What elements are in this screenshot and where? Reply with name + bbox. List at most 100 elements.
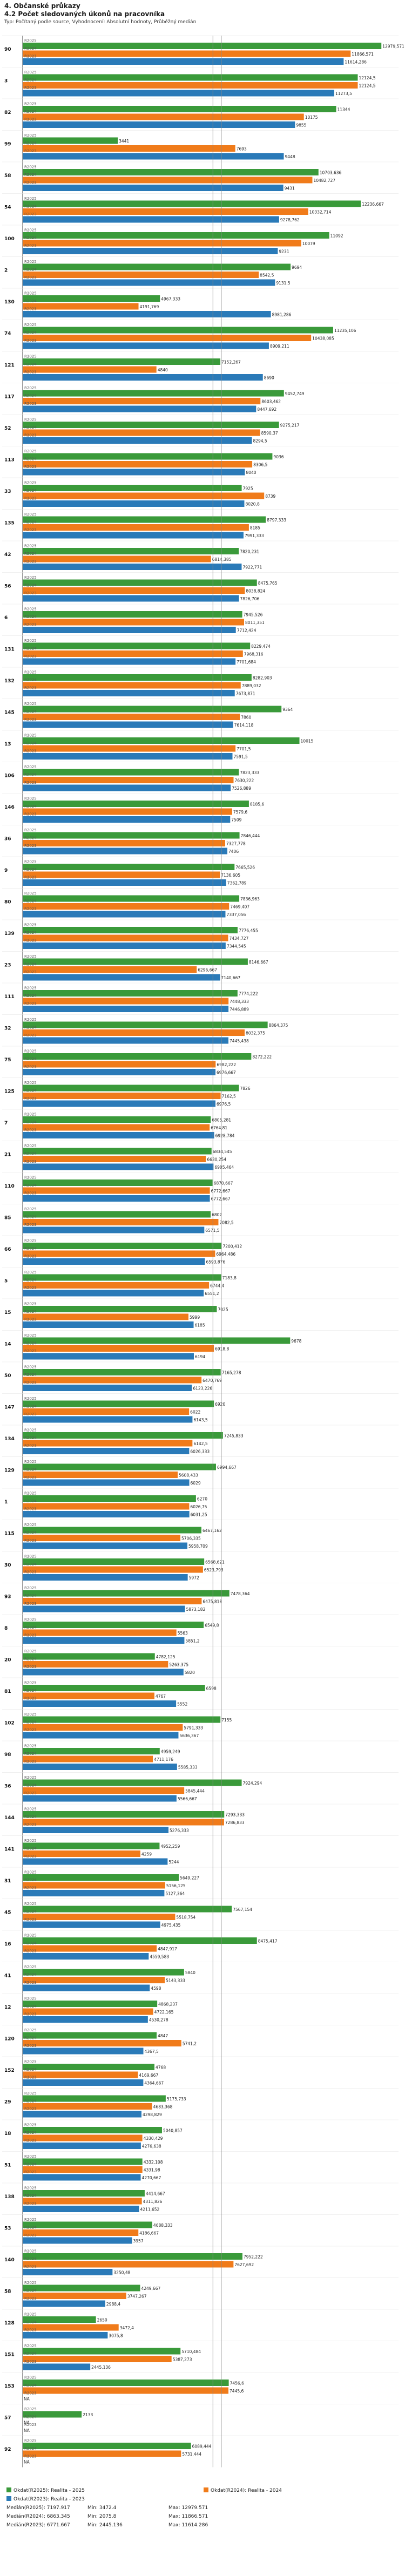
data-label: 5649,227 bbox=[180, 1876, 199, 1881]
data-label: 4367,5 bbox=[145, 2049, 159, 2054]
series-tick-label: R2025 bbox=[24, 1176, 37, 1180]
bar-r2024 bbox=[23, 1566, 203, 1573]
category-label: 53 bbox=[4, 2226, 11, 2232]
series-tick-label: R2025 bbox=[24, 512, 37, 517]
bar-r2024 bbox=[23, 777, 234, 783]
data-label: 5566,667 bbox=[178, 1797, 197, 1801]
data-label: 5156,125 bbox=[166, 1883, 186, 1888]
category-label: 93 bbox=[4, 1595, 11, 1600]
bar-r2025 bbox=[23, 1906, 232, 1913]
data-label: 7924,294 bbox=[243, 1781, 262, 1786]
series-tick-label: R2024 bbox=[24, 552, 37, 556]
bar-r2024 bbox=[23, 1377, 202, 1384]
bar-r2024 bbox=[23, 1535, 181, 1541]
series-tick-label: R2023 bbox=[24, 1917, 37, 1922]
bar-r2025 bbox=[23, 1337, 291, 1344]
category-label: 58 bbox=[4, 2289, 11, 2295]
series-tick-label: R2025 bbox=[24, 1113, 37, 1117]
bar-r2023 bbox=[23, 1984, 150, 1991]
stat-median-r2024: Medián(R2024): 6863.345 bbox=[6, 2514, 70, 2519]
category-label: 141 bbox=[4, 1847, 15, 1853]
data-label: 6598 bbox=[206, 1686, 217, 1691]
bar-r2023 bbox=[23, 1226, 205, 1233]
data-label: 5127,364 bbox=[165, 1892, 185, 1896]
stat-min-r2025: Min: 3472.4 bbox=[87, 2505, 117, 2511]
category-label: 90 bbox=[4, 47, 11, 52]
series-tick-label: R2023 bbox=[24, 1286, 37, 1290]
bar-r2024 bbox=[23, 272, 259, 278]
data-label: 12124,5 bbox=[359, 84, 375, 89]
series-tick-label: R2025 bbox=[24, 323, 37, 327]
bar-r2023 bbox=[23, 1321, 194, 1328]
series-tick-label: R2025 bbox=[24, 1934, 37, 1938]
bar-r2024 bbox=[23, 2229, 139, 2236]
series-tick-label: R2023 bbox=[24, 433, 37, 438]
bar-r2025 bbox=[23, 864, 235, 870]
bar-r2024 bbox=[23, 2387, 229, 2394]
series-tick-label: R2023 bbox=[24, 970, 37, 974]
series-tick-label: R2024 bbox=[24, 1310, 37, 1314]
category-label: 138 bbox=[4, 2194, 15, 2200]
data-label: 8864,375 bbox=[269, 1023, 288, 1028]
bar-r2023 bbox=[23, 1163, 214, 1170]
data-label: 3472,4 bbox=[120, 2326, 134, 2330]
bar-r2025 bbox=[23, 2001, 158, 2007]
bar-r2024 bbox=[23, 113, 304, 120]
bar-r2025 bbox=[23, 1400, 214, 1407]
bar-r2024 bbox=[23, 429, 260, 436]
category-label: 147 bbox=[4, 1405, 15, 1411]
series-tick-label: R2023 bbox=[24, 370, 37, 375]
bar-r2024 bbox=[23, 1440, 193, 1447]
bar-r2023 bbox=[23, 2111, 141, 2118]
series-tick-label: R2025 bbox=[24, 1586, 37, 1590]
bar-r2023 bbox=[23, 248, 278, 254]
series-tick-label: R2023 bbox=[24, 623, 37, 627]
series-tick-label: R2024 bbox=[24, 710, 37, 714]
data-label: 4782,125 bbox=[156, 1655, 176, 1659]
series-tick-label: R2025 bbox=[24, 1523, 37, 1527]
series-tick-label: R2025 bbox=[24, 1870, 37, 1875]
data-label: 6123,226 bbox=[193, 1386, 212, 1391]
data-label: 6467,162 bbox=[202, 1528, 222, 1533]
category-label: 139 bbox=[4, 931, 15, 937]
data-label: 4868,237 bbox=[158, 2002, 178, 2007]
series-tick-label: R2023 bbox=[24, 1096, 37, 1101]
data-label: 6022 bbox=[190, 1410, 200, 1415]
series-tick-label: R2023 bbox=[24, 528, 37, 532]
data-label: 4847,917 bbox=[158, 1947, 177, 1951]
data-label: 9364 bbox=[282, 707, 293, 712]
series-tick-label: R2024 bbox=[24, 1752, 37, 1756]
data-label: 4249,667 bbox=[141, 2286, 160, 2291]
series-tick-label: R2024 bbox=[24, 1815, 37, 1819]
bar-r2023 bbox=[23, 943, 226, 949]
bar-r2023 bbox=[23, 1132, 214, 1138]
category-label: 129 bbox=[4, 1468, 15, 1474]
series-tick-label: R2024 bbox=[24, 1246, 37, 1251]
bar-r2023 bbox=[23, 2332, 108, 2338]
series-tick-label: R2025 bbox=[24, 102, 37, 106]
data-label: 7673,871 bbox=[236, 692, 255, 696]
data-label: 6031,25 bbox=[191, 1513, 207, 1517]
series-tick-label: R2023 bbox=[24, 1349, 37, 1353]
series-tick-label: R2025 bbox=[24, 1428, 37, 1433]
bar-r2023 bbox=[23, 627, 236, 633]
data-label: 8542,5 bbox=[260, 273, 274, 278]
series-tick-label: R2023 bbox=[24, 1318, 37, 1322]
bar-r2024 bbox=[23, 2356, 172, 2362]
bar-r2025 bbox=[23, 1685, 205, 1691]
data-label: 7456,6 bbox=[230, 2381, 244, 2386]
series-tick-label: R2025 bbox=[24, 386, 37, 390]
data-label: 11092 bbox=[330, 234, 343, 239]
category-label: 13 bbox=[4, 742, 11, 747]
bar-r2025 bbox=[23, 1053, 252, 1060]
bar-r2025 bbox=[23, 1369, 221, 1375]
bar-r2024 bbox=[23, 240, 301, 247]
bar-chart: 90R202512979,571R202411866,571R202311614… bbox=[2, 35, 404, 2467]
bar-r2025 bbox=[23, 137, 118, 144]
series-tick-label: R2023 bbox=[24, 1602, 37, 1606]
bar-r2025 bbox=[23, 200, 361, 207]
series-tick-label: R2023 bbox=[24, 2423, 37, 2427]
legend-swatch-r2023 bbox=[6, 2496, 11, 2501]
bar-r2024 bbox=[23, 1187, 210, 1194]
series-tick-label: R2025 bbox=[24, 1649, 37, 1653]
